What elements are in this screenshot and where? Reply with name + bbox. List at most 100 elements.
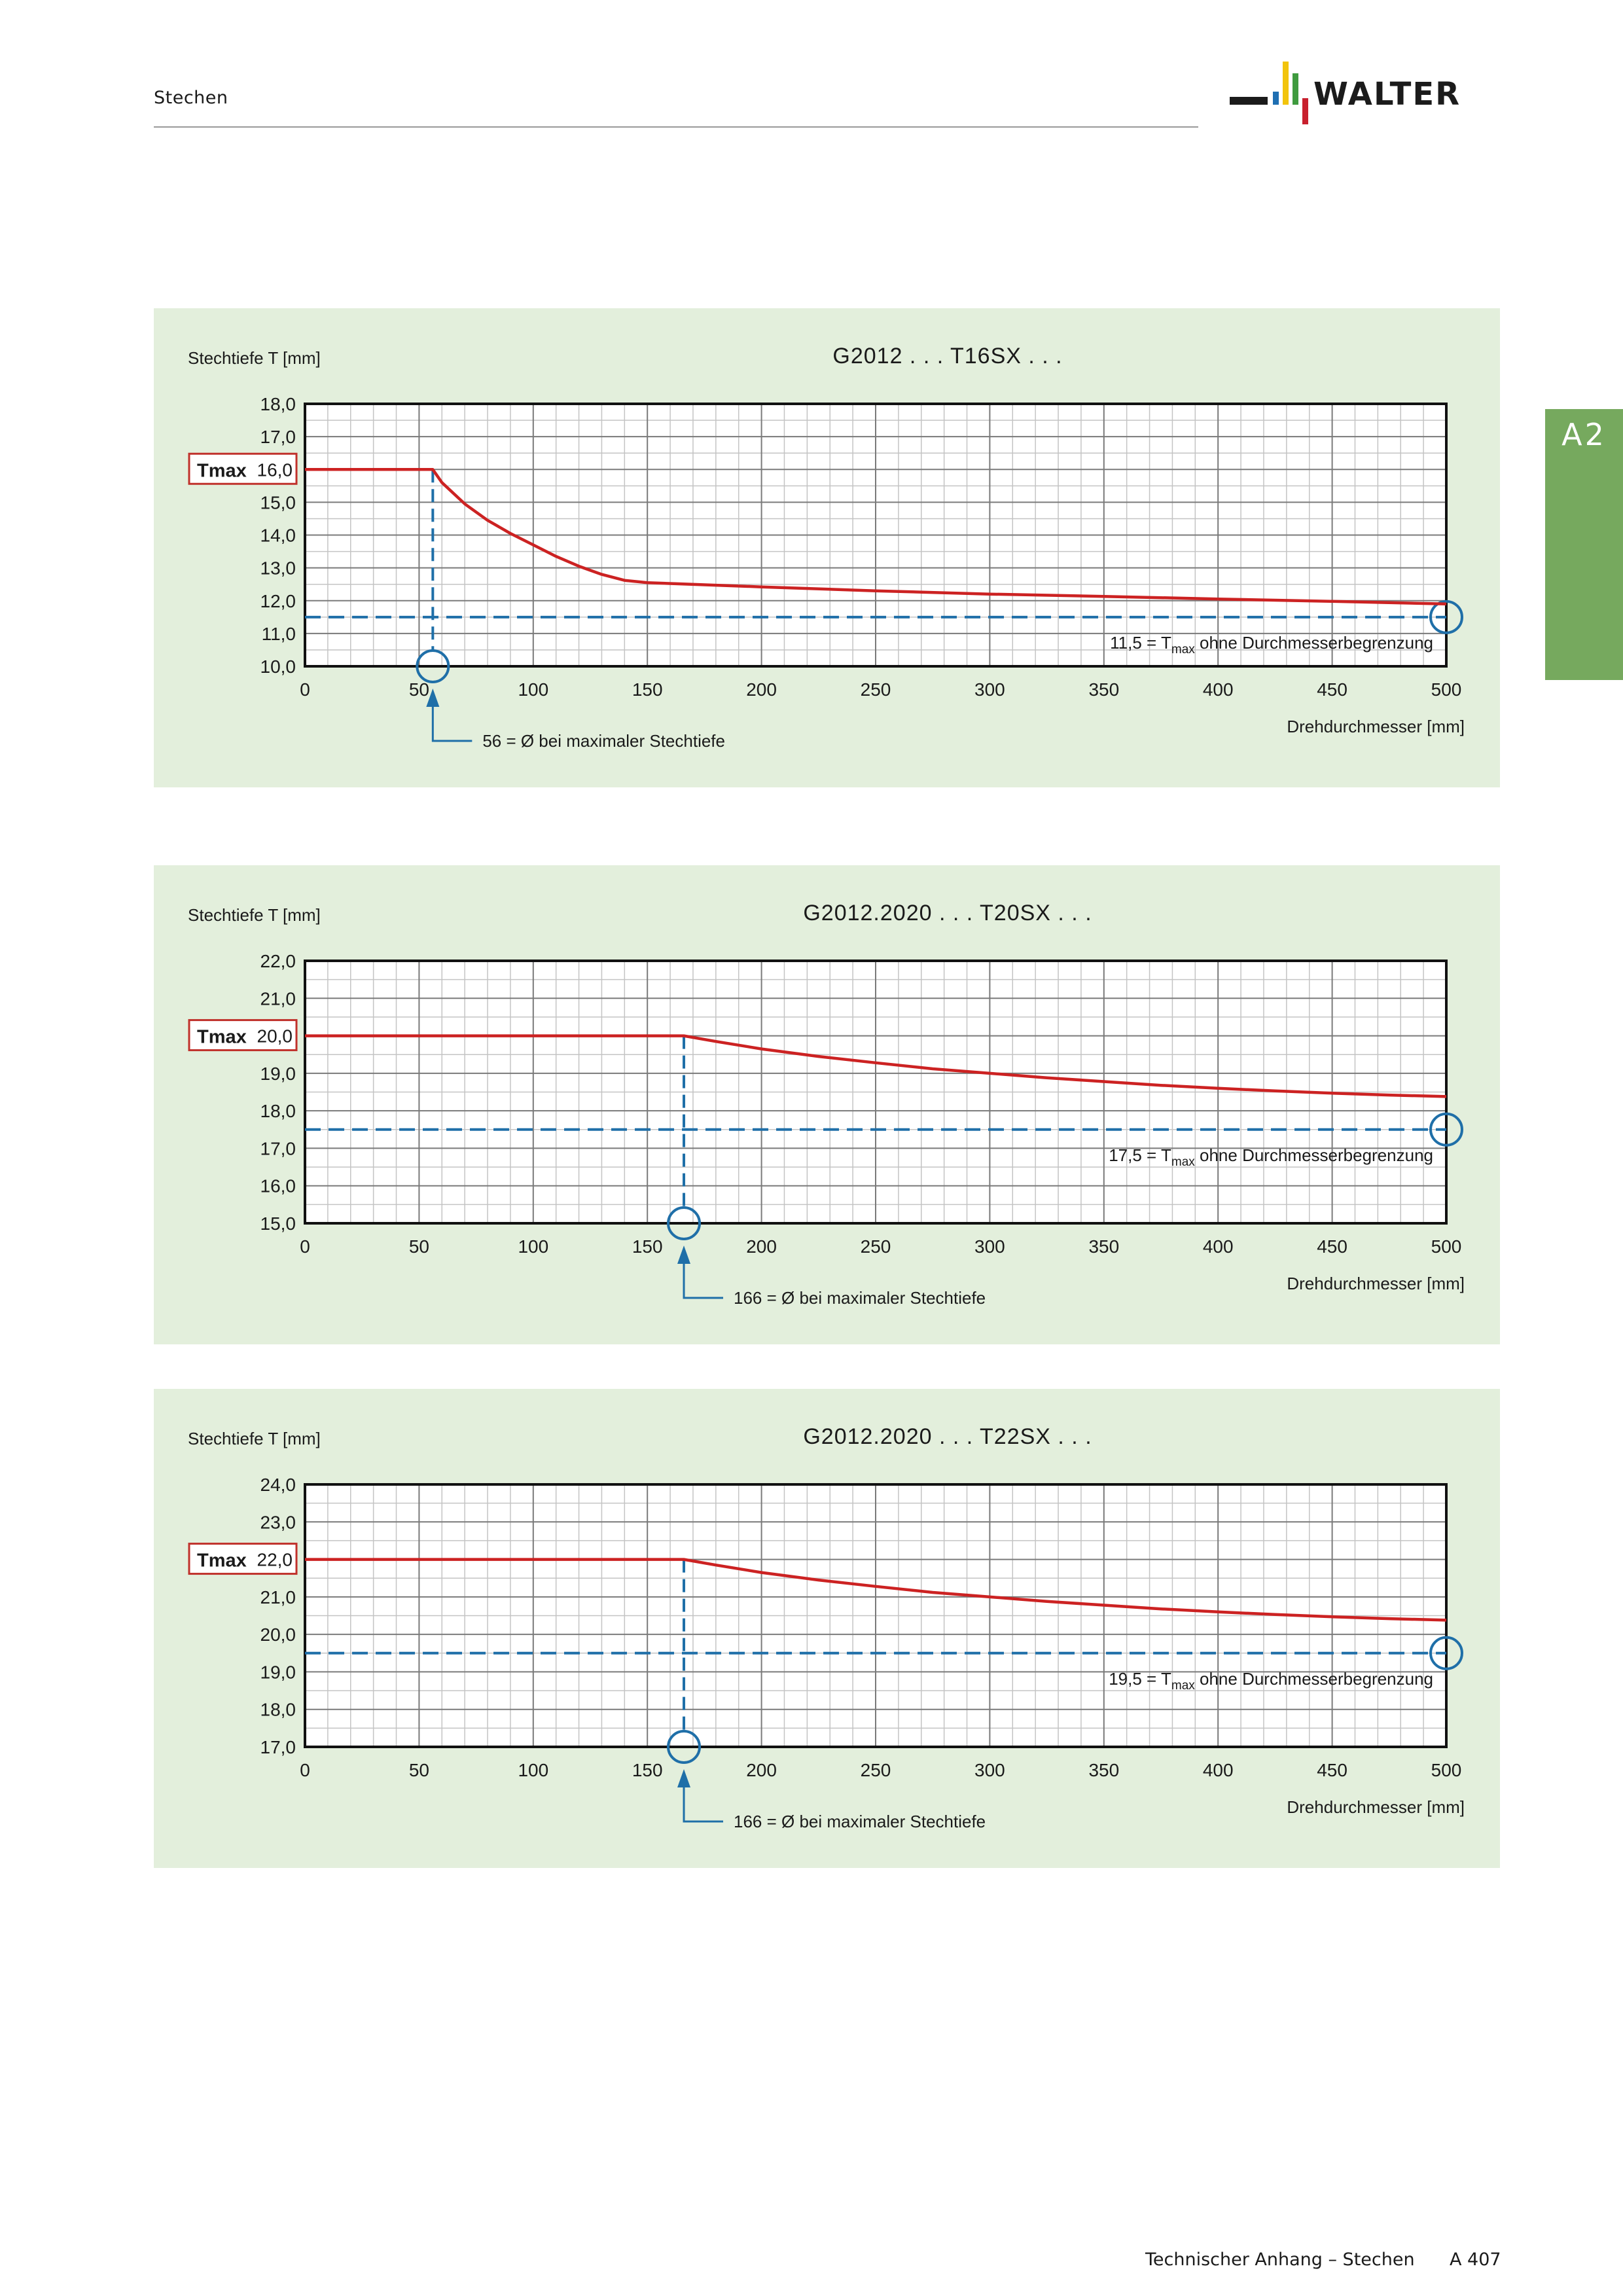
knee-marker <box>667 1730 702 1764</box>
y-tick-label: 22,0 <box>260 951 296 971</box>
x-tick-label: 300 <box>974 1236 1005 1257</box>
x-tick-label: 400 <box>1203 679 1234 700</box>
x-tick-label: 500 <box>1431 1760 1462 1780</box>
plot-frame <box>304 403 1448 668</box>
x-tick-label: 100 <box>518 679 548 700</box>
y-tick-label: 24,0 <box>260 1475 296 1495</box>
footer-chapter-label: Technischer Anhang – Stechen <box>1145 2250 1415 2270</box>
y-tick-label: 17,0 <box>260 1737 296 1757</box>
x-tick-label: 300 <box>974 1760 1005 1780</box>
knee-marker <box>416 649 450 683</box>
logo-bar-red <box>1302 98 1308 124</box>
header-divider <box>154 126 1198 128</box>
y-axis-label: Stechtiefe T [mm] <box>188 905 321 925</box>
tmax-label: Tmax <box>197 1027 247 1048</box>
x-tick-label: 350 <box>1088 679 1119 700</box>
logo-dash <box>1230 97 1268 105</box>
y-tick-label: 18,0 <box>260 1101 296 1121</box>
y-tick-label: 17,0 <box>260 1138 296 1158</box>
x-tick-label: 0 <box>300 679 310 700</box>
y-tick-label: 15,0 <box>260 492 296 512</box>
data-curve <box>305 1558 1447 1622</box>
y-tick-label: 11,0 <box>262 624 296 644</box>
y-tick-label: 23,0 <box>260 1512 296 1532</box>
x-tick-label: 350 <box>1088 1760 1119 1780</box>
data-curve <box>305 468 1447 606</box>
x-tick-label: 150 <box>632 1236 663 1257</box>
asymptote-label: 17,5 = Tmax ohne Durchmesserbegrenzung <box>1109 1145 1433 1169</box>
y-tick-label: 18,0 <box>260 1700 296 1720</box>
x-tick-label: 0 <box>300 1236 310 1257</box>
x-tick-label: 450 <box>1317 1236 1347 1257</box>
asymptote-marker <box>1429 600 1463 634</box>
chart-panel-1: 0 50 100 150 200 250 300 350 400 450 500 10,0 11,0 12… <box>154 308 1500 787</box>
logo-bar-yellow <box>1283 62 1289 105</box>
chapter-tab: A2 <box>1545 409 1623 680</box>
y-tick-label-tmax: 22,0 <box>257 1550 293 1570</box>
x-axis-label: Drehdurchmesser [mm] <box>1287 1274 1465 1293</box>
chapter-tab-label: A2 <box>1561 417 1607 452</box>
x-tick-label: 250 <box>861 1760 891 1780</box>
knee-arrow <box>426 689 440 707</box>
y-tick-label: 18,0 <box>260 394 296 414</box>
x-tick-label: 200 <box>746 679 777 700</box>
x-tick-label: 50 <box>409 679 429 700</box>
tmax-box <box>188 1019 298 1052</box>
x-tick-label: 250 <box>861 679 891 700</box>
logo-wordmark: WALTER <box>1313 76 1461 113</box>
chart-t20sx: 0 50 100 150 200 250 300 350 400 450 500 15,0 16,0 17… <box>188 901 1465 1308</box>
asymptote-marker <box>1429 1636 1463 1670</box>
chart-title: G2012.2020 . . . T22SX . . . <box>803 1424 1092 1449</box>
plot-frame <box>304 960 1448 1225</box>
section-title: Stechen <box>154 88 228 108</box>
knee-leader <box>431 706 473 742</box>
asymptote-marker <box>1429 1112 1463 1147</box>
logo-bar-green <box>1293 73 1298 105</box>
x-tick-label: 250 <box>861 1236 891 1257</box>
y-axis-label: Stechtiefe T [mm] <box>188 1429 321 1448</box>
chart-t16sx: 0 50 100 150 200 250 300 350 400 450 500 10,0 11,0 12… <box>188 344 1465 751</box>
x-tick-label: 400 <box>1203 1236 1234 1257</box>
x-tick-label: 200 <box>746 1236 777 1257</box>
chart-panel-2: 0 50 100 150 200 250 300 350 400 450 500 15,0 16,0 17… <box>154 865 1500 1344</box>
y-tick-label: 19,0 <box>260 1662 296 1682</box>
knee-leader <box>683 1786 724 1823</box>
y-tick-label: 15,0 <box>260 1213 296 1234</box>
y-tick-label: 19,0 <box>260 1064 296 1084</box>
y-tick-label: 21,0 <box>260 1587 296 1607</box>
x-tick-label: 300 <box>974 679 1005 700</box>
x-tick-label: 100 <box>518 1236 548 1257</box>
chart-title: G2012 . . . T16SX . . . <box>832 344 1062 368</box>
walter-logo: WALTER <box>1230 62 1461 124</box>
knee-label: 56 = Ø bei maximaler Stechtiefe <box>482 731 725 751</box>
knee-arrow <box>677 1246 691 1264</box>
y-tick-label: 12,0 <box>260 591 296 611</box>
y-tick-label: 20,0 <box>260 1624 296 1645</box>
plot-frame <box>304 1483 1448 1748</box>
x-tick-label: 150 <box>632 1760 663 1780</box>
tmax-box <box>188 452 298 485</box>
chart-t22sx: 0 50 100 150 200 250 300 350 400 450 500 17,0 18,0 19… <box>188 1424 1465 1831</box>
x-tick-label: 0 <box>300 1760 310 1780</box>
y-tick-label: 13,0 <box>260 558 296 579</box>
x-axis-label: Drehdurchmesser [mm] <box>1287 1797 1465 1817</box>
chart-panel-3: 0 50 100 150 200 250 300 350 400 450 500 17,0 18,0 19… <box>154 1389 1500 1868</box>
x-tick-label: 500 <box>1431 679 1462 700</box>
x-tick-label: 200 <box>746 1760 777 1780</box>
data-curve <box>305 1034 1447 1098</box>
chart-title: G2012.2020 . . . T20SX . . . <box>803 901 1092 925</box>
x-tick-label: 400 <box>1203 1760 1234 1780</box>
x-tick-label: 50 <box>409 1760 429 1780</box>
tmax-label: Tmax <box>197 1551 247 1571</box>
x-tick-label: 150 <box>632 679 663 700</box>
y-tick-label-tmax: 16,0 <box>257 459 293 480</box>
y-tick-label: 10,0 <box>260 656 296 677</box>
logo-bar-blue <box>1273 92 1279 105</box>
tmax-box <box>188 1543 298 1575</box>
x-axis-label: Drehdurchmesser [mm] <box>1287 717 1465 736</box>
y-tick-label: 21,0 <box>260 988 296 1009</box>
x-tick-label: 50 <box>409 1236 429 1257</box>
knee-arrow <box>677 1769 691 1787</box>
y-tick-label-tmax: 20,0 <box>257 1026 293 1047</box>
x-tick-label: 350 <box>1088 1236 1119 1257</box>
